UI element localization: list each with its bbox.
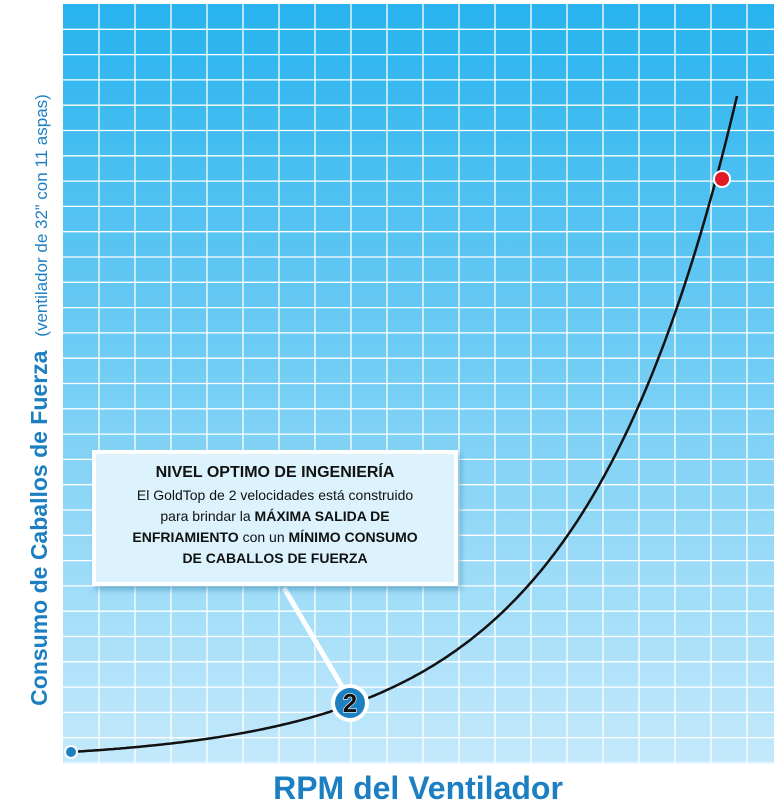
markers: 2 xyxy=(64,170,731,759)
callout-line: DE CABALLOS DE FUERZA xyxy=(182,550,367,566)
callout-emphasis: DE CABALLOS DE FUERZA xyxy=(182,550,367,566)
callout-line: El GoldTop de 2 velocidades está constru… xyxy=(137,487,413,503)
callout-emphasis: ENFRIAMIENTO xyxy=(132,529,238,545)
callout-line: ENFRIAMIENTO con un MÍNIMO CONSUMO xyxy=(132,529,417,545)
callout-text: con un xyxy=(239,529,289,545)
y-axis-label: Consumo de Caballos de Fuerza (ventilado… xyxy=(26,94,52,706)
speed-2-marker-label: 2 xyxy=(343,688,357,718)
callout-box xyxy=(92,450,458,586)
max-marker xyxy=(713,170,731,188)
speed-2-marker xyxy=(335,688,365,718)
callout-body: El GoldTop de 2 velocidades está constru… xyxy=(132,487,417,566)
y-axis-label-normal: (ventilador de 32” con 11 aspas) xyxy=(32,94,51,337)
callout-emphasis: MÁXIMA SALIDA DE xyxy=(255,508,390,524)
x-axis-label: RPM del Ventilador xyxy=(273,770,563,806)
callout-emphasis: MÍNIMO CONSUMO xyxy=(289,529,418,545)
callout-title: NIVEL OPTIMO DE INGENIERÍA xyxy=(156,462,395,481)
series-curve xyxy=(70,95,739,754)
callout-line: para brindar la MÁXIMA SALIDA DE xyxy=(160,508,389,524)
callout-text: El GoldTop de 2 velocidades está constru… xyxy=(137,487,413,503)
start-marker xyxy=(64,745,78,759)
callout-pointer xyxy=(281,586,353,702)
y-axis-label-bold: Consumo de Caballos de Fuerza xyxy=(26,350,52,705)
callout-text: para brindar la xyxy=(160,508,254,524)
gridlines xyxy=(63,4,774,764)
